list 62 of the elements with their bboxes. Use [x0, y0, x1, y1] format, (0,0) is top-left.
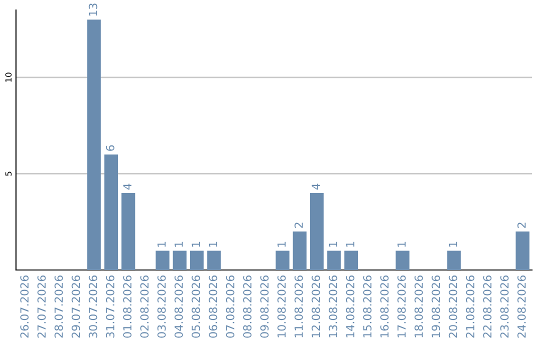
x-tick-label: 14.08.2026: [346, 276, 354, 338]
bar: [121, 192, 136, 270]
x-tick-label: 27.07.2026: [37, 276, 46, 338]
x-tick-label: 01.08.2026: [123, 276, 132, 338]
data-label: 1: [158, 242, 166, 247]
data-label: 1: [278, 242, 286, 247]
x-tick-label: 02.08.2026: [140, 276, 149, 338]
data-label: 4: [123, 184, 132, 190]
data-label: 1: [328, 242, 338, 247]
data-label: 4: [312, 184, 320, 190]
data-label: 1: [192, 242, 200, 247]
x-tick-label: 08.08.2026: [243, 276, 252, 338]
x-tick-label: 06.08.2026: [208, 276, 218, 338]
bar: [104, 154, 118, 270]
x-tick-label: 07.08.2026: [226, 276, 234, 338]
data-label: 2: [517, 222, 526, 228]
bar: [447, 250, 461, 270]
data-label: 1: [398, 242, 406, 247]
x-tick-label: 28.07.2026: [54, 276, 63, 338]
x-tick-label: 16.08.2026: [380, 276, 389, 338]
data-label: 2: [294, 222, 303, 228]
y-tick-label: 10: [5, 72, 12, 82]
bar: [172, 250, 187, 270]
x-tick-label: 18.08.2026: [414, 276, 423, 338]
data-label: 1: [448, 242, 458, 247]
data-label: 1: [208, 242, 218, 247]
x-tick-label: 03.08.2026: [157, 276, 166, 338]
bar: [344, 250, 358, 270]
data-label: 13: [88, 4, 98, 16]
x-tick-label: 10.08.2026: [277, 276, 286, 338]
x-tick-label: 23.08.2026: [500, 276, 509, 338]
data-label: 6: [106, 145, 114, 151]
bar: [190, 250, 204, 270]
x-tick-label: 11.08.2026: [294, 276, 303, 338]
bar: [87, 20, 101, 270]
bar: [156, 250, 170, 270]
x-tick-label: 15.08.2026: [363, 276, 372, 338]
data-label: 1: [346, 242, 354, 247]
bar: [327, 250, 341, 270]
bar: [207, 250, 221, 270]
x-tick-label: 21.08.2026: [466, 276, 474, 338]
x-tick-label: 13.08.2026: [328, 276, 338, 338]
x-tick-label: 20.08.2026: [448, 276, 458, 338]
bar: [516, 231, 530, 270]
x-tick-label: 17.08.2026: [397, 276, 406, 338]
x-tick-label: 12.08.2026: [312, 276, 320, 338]
x-tick-label: 19.08.2026: [432, 276, 440, 338]
x-tick-label: 09.08.2026: [260, 276, 269, 338]
x-tick-label: 22.08.2026: [483, 276, 492, 338]
x-tick-label: 04.08.2026: [174, 276, 183, 338]
x-tick-label: 26.07.2026: [20, 276, 29, 338]
bar: [276, 250, 290, 270]
bar: [292, 231, 307, 270]
y-tick-label: 5: [5, 172, 12, 176]
data-label: 1: [174, 242, 183, 247]
bar: [396, 250, 410, 270]
bar: [310, 192, 324, 270]
x-tick-label: 24.08.2026: [517, 276, 526, 338]
x-tick-label: 29.07.2026: [72, 276, 80, 338]
x-tick-label: 31.07.2026: [106, 276, 114, 338]
x-tick-label: 30.07.2026: [88, 276, 98, 338]
x-tick-label: 05.08.2026: [192, 276, 200, 338]
